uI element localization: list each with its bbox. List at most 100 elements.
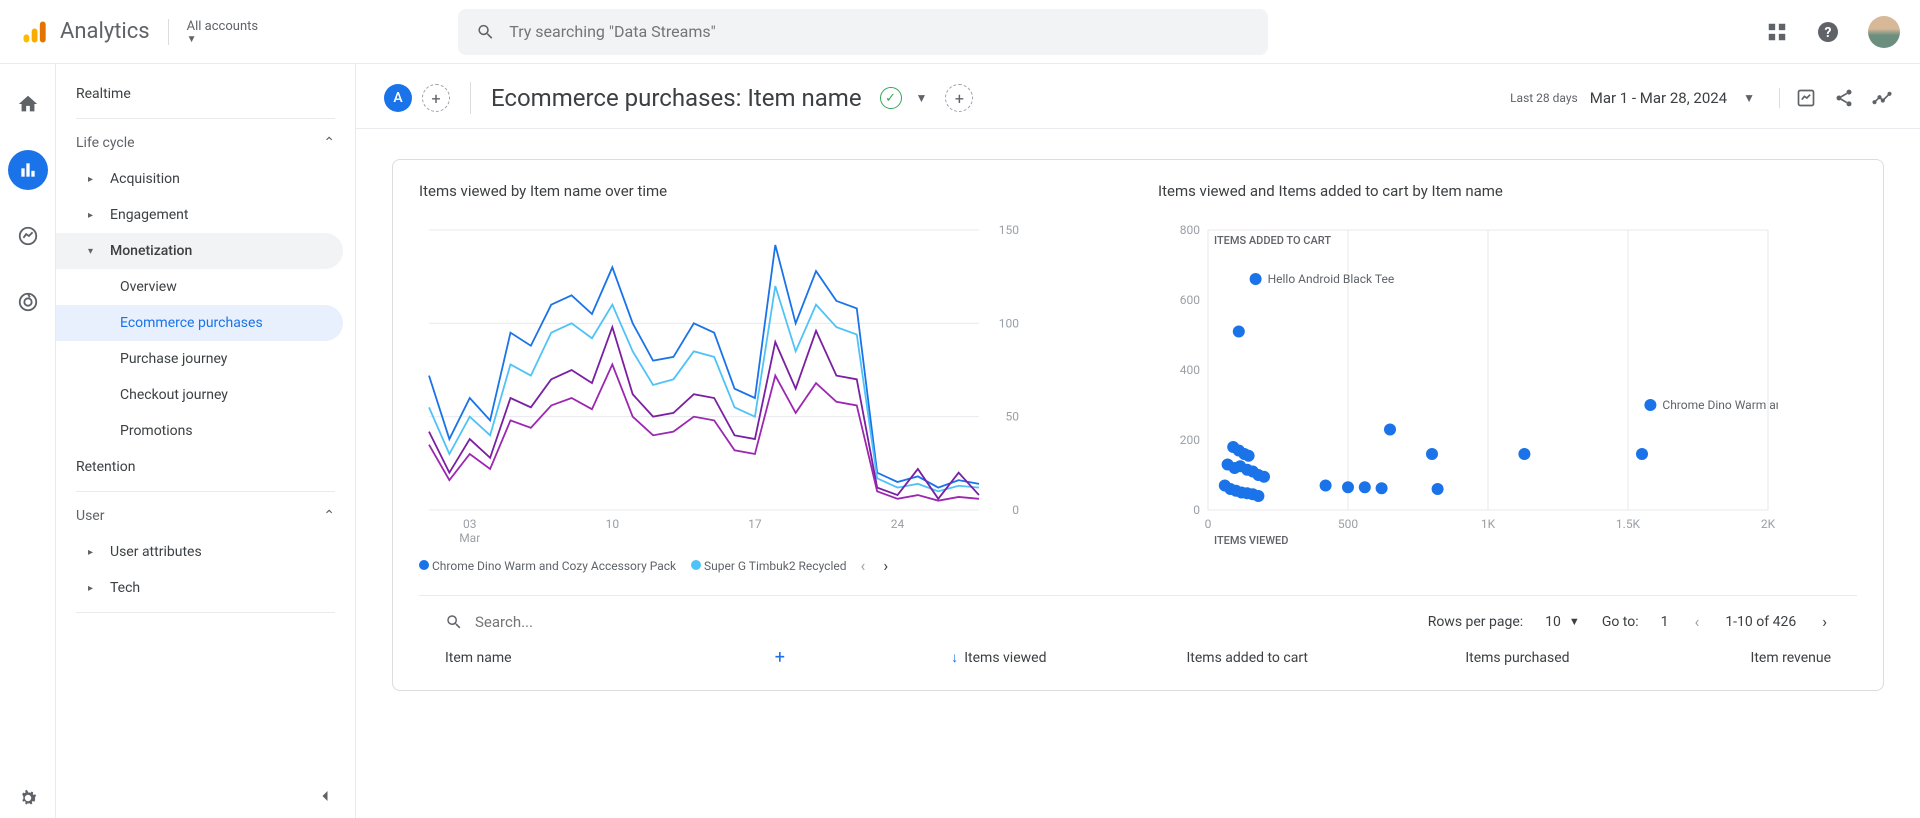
search-icon xyxy=(476,22,495,42)
svg-text:200: 200 xyxy=(1180,433,1200,447)
pagination-range: 1-10 of 426 xyxy=(1725,614,1796,630)
rail-admin[interactable] xyxy=(8,778,48,818)
sidebar-group-user-attributes[interactable]: ▸User attributes xyxy=(56,534,343,570)
caret-right-icon: ▸ xyxy=(88,583,98,594)
report-header: A + Ecommerce purchases: Item name ✓ ▼ +… xyxy=(356,64,1920,129)
svg-text:800: 800 xyxy=(1180,223,1200,237)
sidebar-group-tech[interactable]: ▸Tech xyxy=(56,570,343,606)
search-input[interactable] xyxy=(509,22,1250,41)
date-range-label: Last 28 days xyxy=(1510,91,1578,105)
caret-down-icon: ▾ xyxy=(88,246,98,257)
line-chart-legend: Chrome Dino Warm and Cozy Accessory Pack… xyxy=(419,556,1118,575)
sidebar-item-overview[interactable]: Overview xyxy=(56,269,343,305)
svg-text:Chrome Dino Warm and Cozy Acce: Chrome Dino Warm and Cozy Accessor xyxy=(1662,398,1778,412)
table-search-input[interactable] xyxy=(475,613,675,631)
analytics-logo-icon xyxy=(20,18,48,46)
sort-desc-icon: ↓ xyxy=(951,649,958,666)
svg-text:2K: 2K xyxy=(1761,517,1776,531)
chevron-down-icon: ▼ xyxy=(187,34,197,45)
svg-text:0: 0 xyxy=(1205,517,1212,531)
sidebar-item-promotions[interactable]: Promotions xyxy=(56,413,343,449)
divider xyxy=(76,612,335,613)
account-label: All accounts xyxy=(187,19,258,34)
svg-text:03: 03 xyxy=(463,517,477,531)
rail-explore[interactable] xyxy=(8,216,48,256)
legend-prev-button[interactable]: ‹ xyxy=(857,556,870,575)
svg-text:ITEMS VIEWED: ITEMS VIEWED xyxy=(1214,534,1288,547)
svg-text:1.5K: 1.5K xyxy=(1616,517,1641,531)
th-items-added[interactable]: Items added to cart xyxy=(1046,647,1308,668)
chevron-down-icon: ▼ xyxy=(1569,615,1580,628)
search-icon xyxy=(445,613,463,631)
divider xyxy=(76,118,335,119)
sidebar-group-retention[interactable]: Retention xyxy=(56,449,343,485)
segment-chip[interactable]: A xyxy=(384,84,412,112)
chevron-up-icon: ⌃ xyxy=(323,135,335,151)
svg-text:?: ? xyxy=(1825,25,1832,41)
product-logo[interactable]: Analytics xyxy=(20,18,150,46)
user-avatar[interactable] xyxy=(1868,16,1900,48)
th-item-revenue[interactable]: Item revenue xyxy=(1570,647,1832,668)
rail-home[interactable] xyxy=(8,84,48,124)
next-page-button[interactable]: › xyxy=(1818,612,1831,631)
scatter-chart-title: Items viewed and Items added to cart by … xyxy=(1158,182,1857,200)
legend-next-button[interactable]: › xyxy=(879,556,892,575)
svg-text:0: 0 xyxy=(1012,503,1019,517)
th-items-viewed[interactable]: ↓Items viewed xyxy=(785,647,1047,668)
divider xyxy=(470,82,471,114)
date-range-value[interactable]: Mar 1 - Mar 28, 2024 xyxy=(1590,89,1727,107)
add-segment-button[interactable]: + xyxy=(422,84,450,112)
sidebar-section-user[interactable]: User ⌃ xyxy=(56,498,355,534)
chevron-down-icon[interactable]: ▼ xyxy=(1743,91,1755,105)
share-icon[interactable] xyxy=(1834,88,1854,108)
svg-text:600: 600 xyxy=(1180,293,1200,307)
table-header-row: Item name+ ↓Items viewed Items added to … xyxy=(419,631,1857,668)
rail-advertising[interactable] xyxy=(8,282,48,322)
divider xyxy=(76,491,335,492)
report-title: Ecommerce purchases: Item name xyxy=(491,84,862,112)
svg-text:17: 17 xyxy=(748,517,762,531)
svg-text:Mar: Mar xyxy=(459,531,480,545)
line-chart-title: Items viewed by Item name over time xyxy=(419,182,1118,200)
th-items-purchased[interactable]: Items purchased xyxy=(1308,647,1570,668)
goto-value[interactable]: 1 xyxy=(1661,614,1669,630)
sidebar-item-ecommerce[interactable]: Ecommerce purchases xyxy=(56,305,343,341)
collapse-sidebar-button[interactable] xyxy=(315,786,335,806)
rows-per-page-select[interactable]: 10▼ xyxy=(1545,614,1580,630)
help-icon[interactable]: ? xyxy=(1816,20,1840,44)
prev-page-button[interactable]: ‹ xyxy=(1691,612,1704,631)
add-comparison-button[interactable]: + xyxy=(945,84,973,112)
nav-rail xyxy=(0,64,56,818)
sidebar-group-engagement[interactable]: ▸Engagement xyxy=(56,197,343,233)
svg-text:150: 150 xyxy=(999,223,1019,237)
table-toolbar: Rows per page: 10▼ Go to: 1 ‹ 1-10 of 42… xyxy=(419,595,1857,631)
chevron-down-icon[interactable]: ▼ xyxy=(916,91,928,105)
svg-text:ITEMS ADDED TO CART: ITEMS ADDED TO CART xyxy=(1214,234,1331,247)
sidebar-group-monetization[interactable]: ▾Monetization xyxy=(56,233,343,269)
sidebar-group-acquisition[interactable]: ▸Acquisition xyxy=(56,161,343,197)
report-content: A + Ecommerce purchases: Item name ✓ ▼ +… xyxy=(356,64,1920,818)
check-icon[interactable]: ✓ xyxy=(880,87,902,109)
sidebar: Realtime Life cycle ⌃ ▸Acquisition ▸Enga… xyxy=(56,64,356,818)
svg-text:10: 10 xyxy=(606,517,620,531)
insights-icon[interactable] xyxy=(1872,88,1892,108)
sidebar-section-life-cycle[interactable]: Life cycle ⌃ xyxy=(56,125,355,161)
sidebar-realtime[interactable]: Realtime xyxy=(56,76,355,112)
svg-text:24: 24 xyxy=(891,517,905,531)
svg-text:400: 400 xyxy=(1180,363,1200,377)
sidebar-item-purchase-journey[interactable]: Purchase journey xyxy=(56,341,343,377)
account-picker[interactable]: All accounts ▼ xyxy=(168,19,258,45)
svg-text:Hello Android Black Tee: Hello Android Black Tee xyxy=(1268,272,1395,286)
rail-reports[interactable] xyxy=(8,150,48,190)
caret-right-icon: ▸ xyxy=(88,174,98,185)
svg-text:0: 0 xyxy=(1193,503,1200,517)
th-item-name[interactable]: Item name+ xyxy=(445,647,785,668)
chevron-up-icon: ⌃ xyxy=(323,508,335,524)
add-dimension-icon[interactable]: + xyxy=(775,647,785,668)
sidebar-item-checkout-journey[interactable]: Checkout journey xyxy=(56,377,343,413)
customize-report-icon[interactable] xyxy=(1796,88,1816,108)
product-name: Analytics xyxy=(60,19,150,44)
apps-icon[interactable] xyxy=(1766,21,1788,43)
search-bar[interactable] xyxy=(458,9,1268,55)
svg-text:1K: 1K xyxy=(1481,517,1496,531)
